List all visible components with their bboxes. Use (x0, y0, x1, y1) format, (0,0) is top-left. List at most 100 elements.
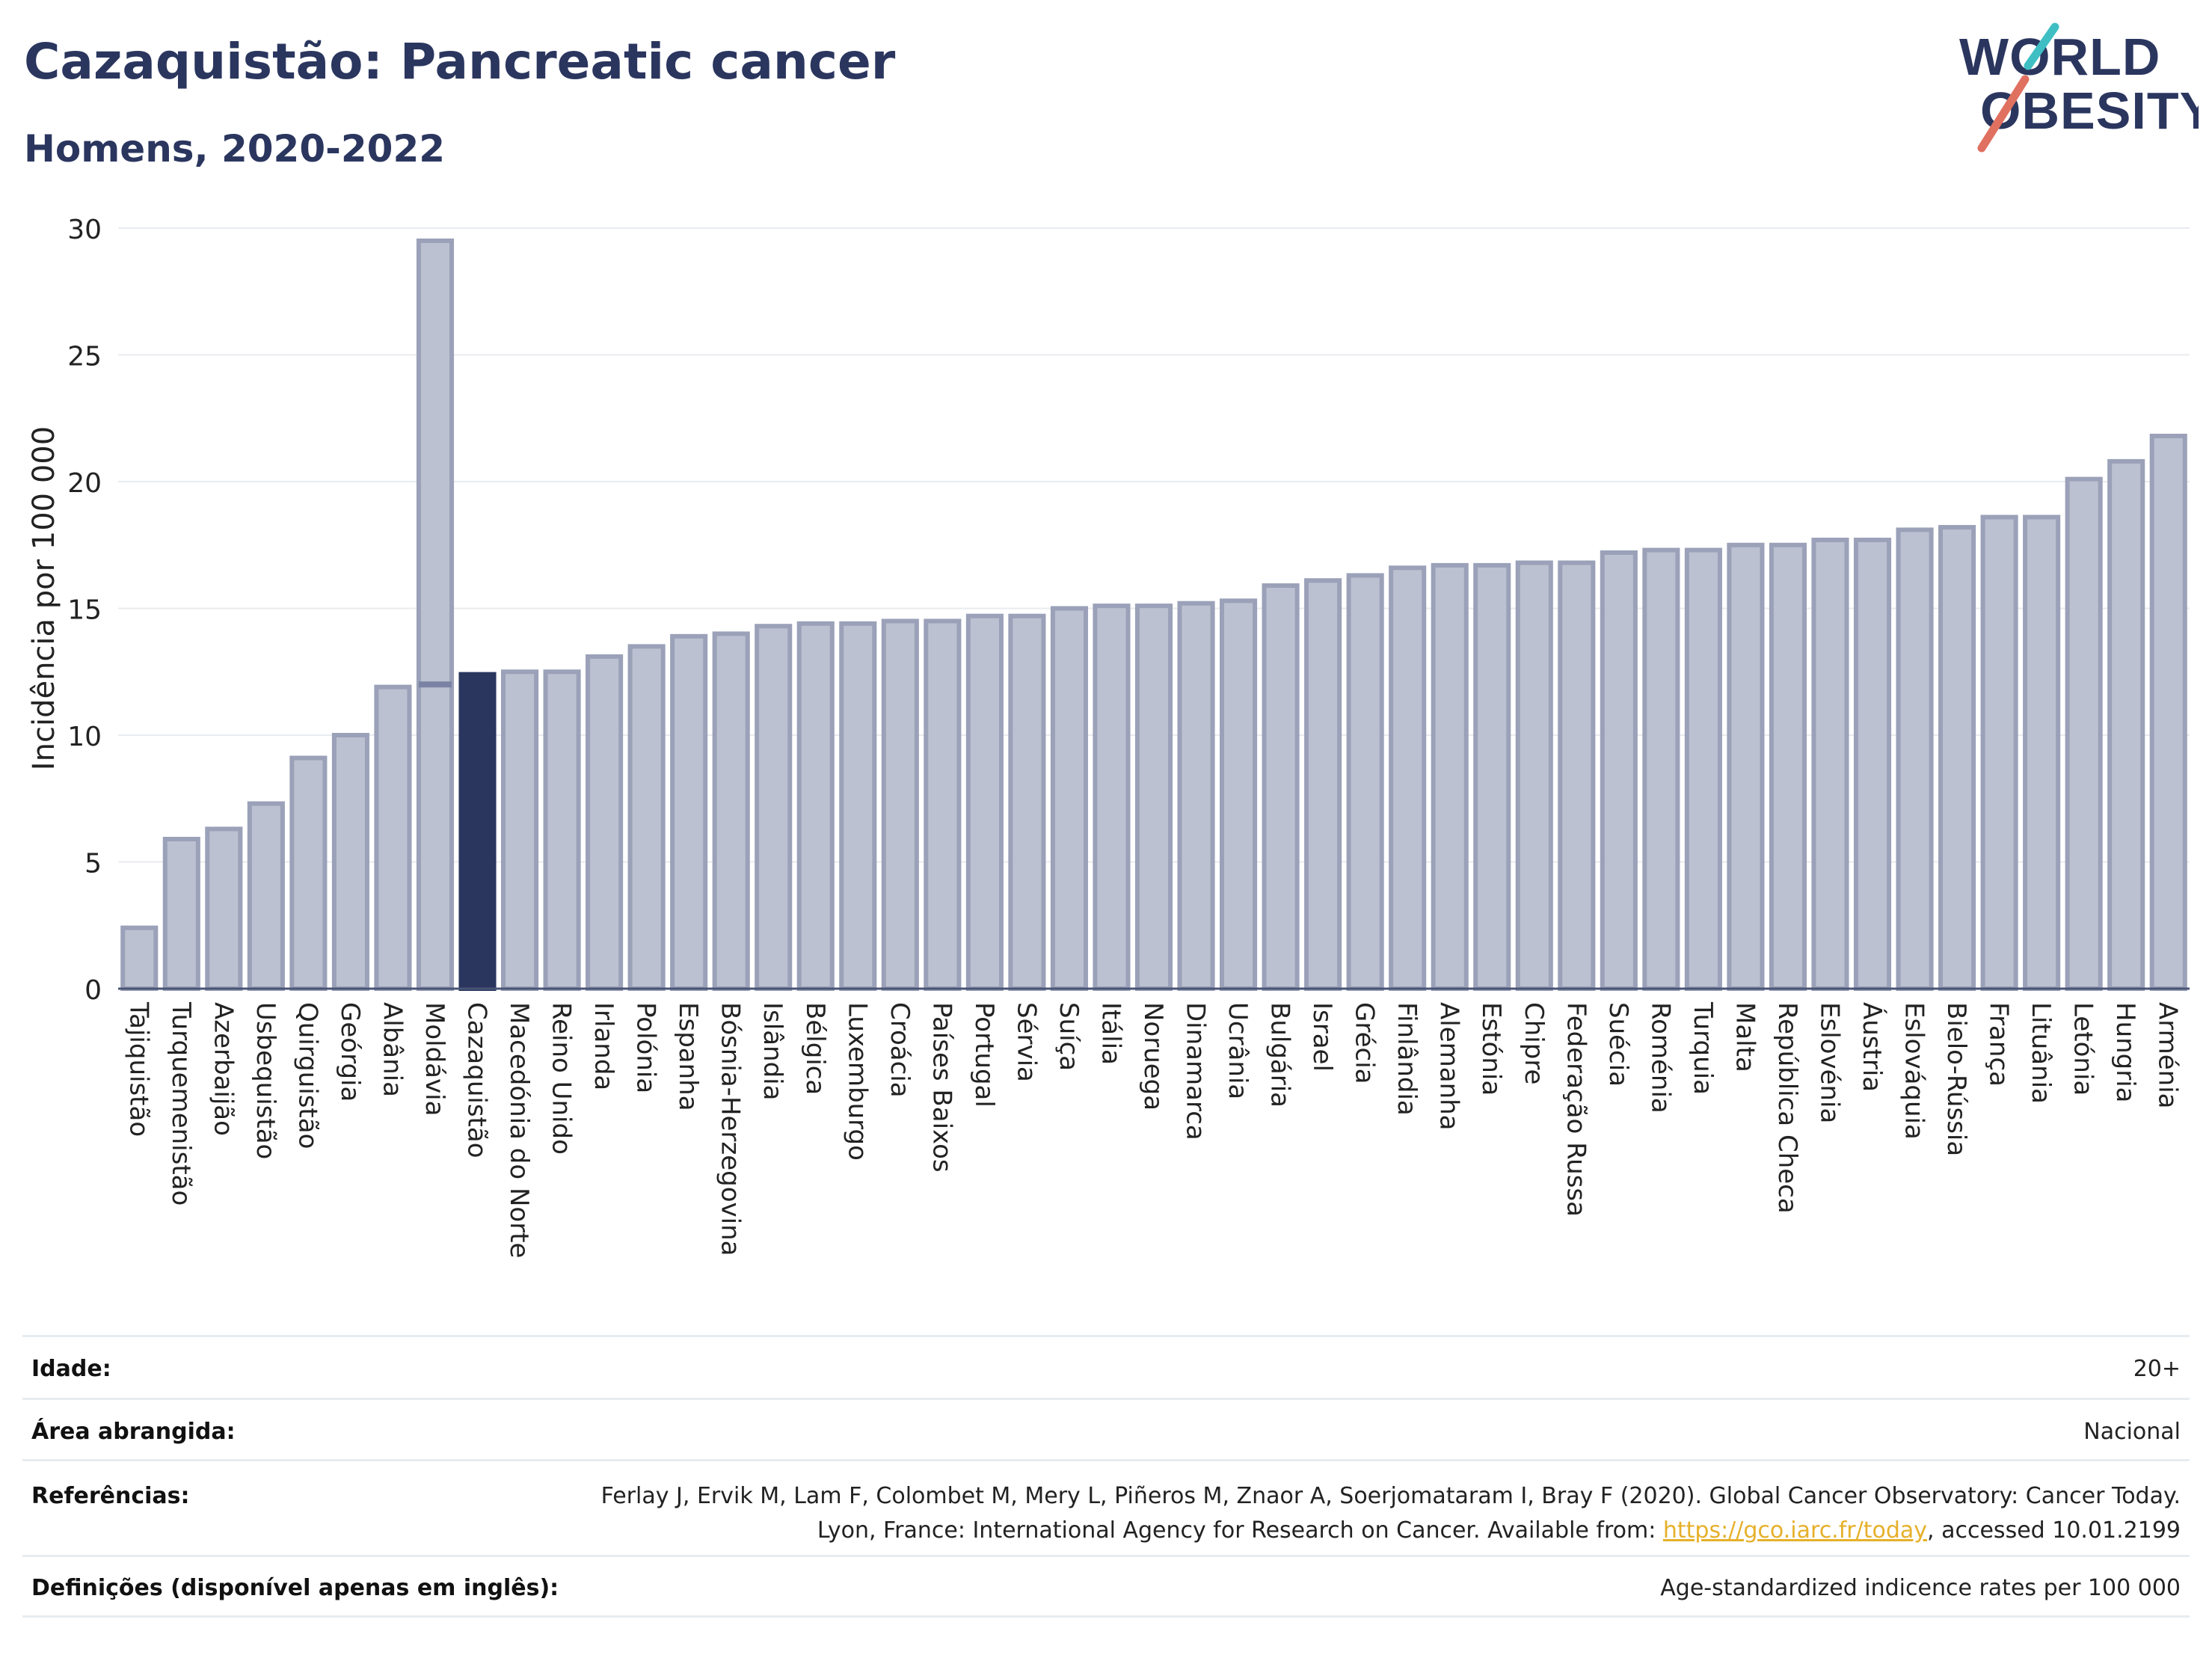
y-tick-label: 20 (67, 468, 102, 499)
bar (1050, 606, 1088, 991)
x-tick-label: Bósnia-Herzegovina (716, 1002, 746, 1256)
x-tick-label: Grécia (1350, 1002, 1380, 1084)
definitions-value: Age-standardized indicence rates per 100… (1660, 1575, 2181, 1601)
bar (1177, 601, 1215, 991)
bar-chart: 0 5 10 15 20 25 30 Incidência por 100 000 Taji… (27, 215, 2190, 1258)
bar (205, 826, 243, 992)
logo-slash-coral (1977, 75, 2030, 153)
info-row-references: Referências: Ferlay J, Ervik M, Lam F, C… (22, 1459, 2190, 1555)
x-tick-label: Suíça (1054, 1002, 1084, 1071)
y-axis-label: Incidência por 100 000 (27, 426, 61, 770)
x-tick-label: Reino Unido (547, 1002, 577, 1155)
x-tick-label: Portugal (969, 1002, 999, 1108)
definitions-label: Definições (disponível apenas em inglês)… (31, 1575, 559, 1601)
bar (965, 613, 1004, 991)
bar (1473, 562, 1511, 991)
age-label: Idade: (31, 1356, 111, 1382)
chart-subtitle: Homens, 2020-2022 (24, 127, 446, 171)
bar (416, 238, 455, 991)
y-tick-label: 30 (67, 215, 102, 245)
bar (458, 672, 497, 991)
y-tick-label: 0 (85, 975, 102, 1006)
bar (1134, 604, 1173, 991)
x-tick-label: Geórgia (335, 1002, 365, 1102)
y-tick-label: 15 (67, 595, 102, 626)
bar (1558, 560, 1596, 991)
x-tick-label: Federação Russa (1561, 1002, 1591, 1217)
bar (1727, 542, 1765, 991)
references-label: Referências: (31, 1483, 190, 1509)
x-tick-label: Eslovénia (1814, 1002, 1844, 1123)
bar (1811, 537, 1849, 991)
chart-title: Cazaquistão: Pancreatic cancer (24, 33, 896, 90)
x-tick-label: Polónia (631, 1002, 661, 1093)
y-tick-label: 10 (67, 722, 102, 752)
bar (1093, 604, 1131, 991)
info-table: Idade: 20+ Área abrangida: Nacional Refe… (22, 1335, 2190, 1618)
x-tick-label: Bulgária (1265, 1002, 1295, 1108)
bar (2149, 433, 2187, 991)
bar (1431, 562, 1469, 991)
bar (712, 631, 750, 992)
x-tick-label: Turquia (1688, 1001, 1718, 1095)
x-tick-label: Luxemburgo (842, 1002, 872, 1161)
x-tick-label: Macedónia do Norte (504, 1002, 534, 1258)
bar (543, 669, 581, 991)
x-tick-label: Quirguistão (292, 1002, 322, 1149)
x-tick-label: Bielo-Rússia (1941, 1002, 1971, 1156)
bar (627, 644, 666, 991)
x-tick-label: Arménia (2153, 1002, 2183, 1109)
references-value: Ferlay J, Ervik M, Lam F, Colombet M, Me… (573, 1479, 2181, 1548)
bar (1304, 578, 1342, 991)
x-tick-label: Suécia (1603, 1002, 1633, 1087)
age-value: 20+ (2133, 1356, 2181, 1382)
bar (1769, 542, 1807, 991)
bar (1853, 537, 1892, 991)
x-tick-label: Islândia (758, 1002, 787, 1100)
x-tick-label: Israel (1307, 1002, 1337, 1072)
bar (162, 836, 200, 991)
bar (1980, 515, 2018, 991)
x-tick-label: Croácia (885, 1002, 915, 1098)
x-tick-label: Eslováquia (1899, 1002, 1929, 1140)
x-tick-label: Azerbaijão (208, 1002, 238, 1136)
info-row-area: Área abrangida: Nacional (22, 1398, 2190, 1459)
x-tick-label: Espanha (673, 1002, 703, 1111)
x-tick-label: Finlândia (1392, 1002, 1422, 1116)
y-tick-label: 25 (67, 342, 102, 372)
x-tick-label: Turquemenistão (166, 1001, 196, 1206)
bar (2107, 458, 2145, 991)
x-tick-label: França (1984, 1002, 2014, 1087)
x-tick-label: Roménia (1645, 1002, 1675, 1114)
bar (1389, 565, 1427, 991)
x-tick-label: Malta (1730, 1002, 1760, 1072)
bar (755, 624, 793, 991)
y-axis-ticks: 0 5 10 15 20 25 30 (67, 215, 102, 1006)
bar (2065, 476, 2103, 991)
x-tick-label: Usbequistão (251, 1002, 280, 1159)
bar (924, 618, 962, 991)
bar (1600, 550, 1638, 991)
x-tick-label: Áustria (1857, 1002, 1887, 1092)
references-link[interactable]: https://gco.iarc.fr/today (1662, 1517, 1928, 1544)
x-tick-label: Ucrânia (1223, 1002, 1253, 1099)
x-tick-label: Moldávia (420, 1002, 449, 1116)
references-accessed: , accessed 10.01.2199 (1927, 1517, 2181, 1544)
x-tick-label: Letónia (2068, 1002, 2098, 1096)
x-tick-label: Itália (1096, 1002, 1125, 1065)
x-tick-label: Bélgica (800, 1002, 830, 1095)
bar (1008, 613, 1046, 991)
x-tick-label: Irlanda (589, 1002, 618, 1090)
x-tick-label: Estónia (1476, 1002, 1506, 1096)
bar (1684, 547, 1722, 991)
references-text: Ferlay J, Ervik M, Lam F, Colombet M, Me… (600, 1483, 2181, 1544)
info-row-age: Idade: 20+ (22, 1335, 2190, 1398)
bar (881, 618, 919, 991)
bar (331, 733, 369, 991)
bar (796, 621, 835, 992)
area-label: Área abrangida: (31, 1419, 236, 1445)
bar (1515, 560, 1553, 991)
x-tick-label: Cazaquistão (462, 1002, 492, 1158)
x-axis-labels: Tajiquistão Turquemenistão Azerbaijão Usbeq… (123, 1001, 2182, 1258)
bar (247, 801, 285, 992)
